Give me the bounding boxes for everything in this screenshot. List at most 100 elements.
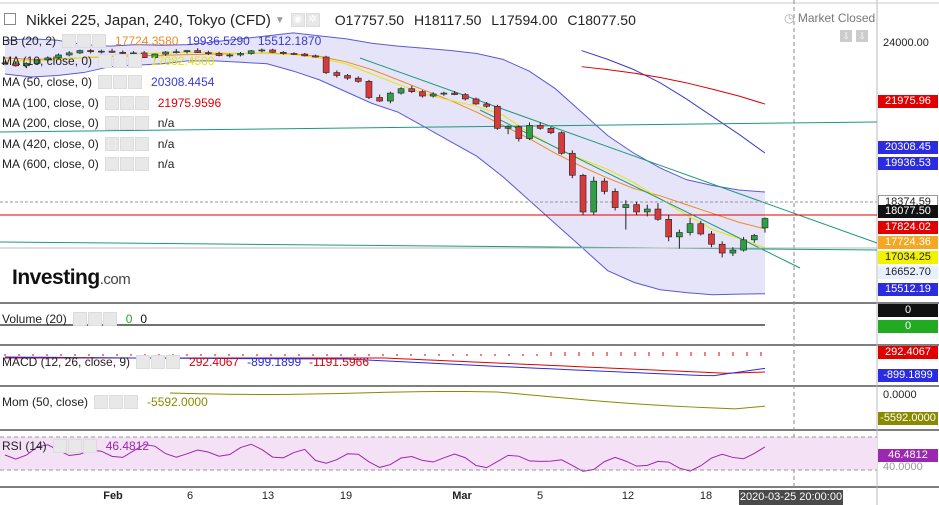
eye-icon[interactable] — [136, 355, 151, 369]
indicator-label[interactable]: MA (600, close, 0) — [2, 157, 99, 171]
indicator-row: MA (200, close, 0) n/a — [2, 115, 174, 131]
candle-body — [280, 52, 287, 54]
investing-logo: Investing.com — [12, 266, 131, 289]
eye-icon[interactable]: ◉ — [290, 13, 305, 27]
close-icon[interactable] — [134, 116, 149, 130]
indicator-label[interactable]: BB (20, 2) — [2, 34, 57, 48]
gear-icon[interactable] — [151, 355, 166, 369]
eye-icon[interactable] — [94, 395, 109, 409]
gear-icon[interactable] — [119, 116, 134, 130]
indicator-value: 17082.4500 — [151, 54, 215, 68]
candle-body — [354, 77, 362, 82]
candle-body — [387, 92, 394, 102]
chevron-down-icon[interactable]: ▼ — [274, 14, 285, 26]
close-icon[interactable] — [128, 75, 143, 89]
indicator-value: n/a — [157, 137, 175, 151]
candle-body — [579, 174, 587, 213]
candle-body — [12, 63, 20, 67]
price-axis-label: 16652.70 — [878, 266, 938, 279]
candle-body — [23, 63, 30, 67]
gear-icon[interactable] — [109, 395, 124, 409]
candle-body — [1, 62, 9, 65]
eye-icon[interactable] — [104, 137, 119, 151]
clock-icon: ◷ — [784, 11, 795, 25]
candle-body — [397, 88, 405, 94]
indicator-value: 20308.4454 — [151, 75, 215, 89]
indicator-label[interactable]: MA (200, close, 0) — [2, 116, 99, 130]
candle-body — [494, 106, 501, 129]
time-axis-label: Feb — [103, 490, 123, 502]
rsi-label[interactable]: RSI (14) — [2, 439, 47, 453]
candle-body — [761, 218, 769, 229]
candle-body — [483, 103, 490, 107]
indicator-value: 15512.1870 — [257, 34, 322, 48]
gear-icon[interactable] — [119, 96, 134, 110]
close-icon[interactable] — [92, 34, 107, 48]
eye-icon[interactable] — [104, 96, 119, 110]
eye-icon[interactable] — [104, 157, 119, 171]
close-icon[interactable] — [124, 395, 139, 409]
candle-body — [376, 97, 383, 102]
price-axis-label: 0 — [878, 304, 938, 317]
close-icon[interactable] — [166, 355, 181, 369]
chart-header: Nikkei 225, Japan, 240, Tokyo (CFD) ▼ ◉ … — [0, 8, 636, 32]
indicator-label[interactable]: MA (420, close, 0) — [2, 137, 99, 151]
close-icon[interactable] — [102, 312, 117, 326]
candle-body — [44, 57, 52, 61]
mom-label[interactable]: Mom (50, close) — [2, 395, 89, 409]
collapse-icon[interactable] — [4, 13, 16, 25]
eye-icon[interactable] — [98, 75, 113, 89]
candle-body — [536, 125, 544, 129]
gear-icon[interactable] — [67, 439, 82, 453]
mom-legend: Mom (50, close) -5592.0000 — [2, 394, 208, 410]
gear-icon[interactable] — [87, 312, 102, 326]
macd-histogram-value: 292.4067 — [189, 355, 240, 369]
eye-icon[interactable] — [104, 116, 119, 130]
gear-icon[interactable] — [119, 137, 134, 151]
close-icon[interactable] — [82, 439, 97, 453]
open-value: O17757.50 — [334, 12, 405, 28]
candle-body — [729, 249, 737, 254]
macd-label[interactable]: MACD (12, 26, close, 9) — [2, 355, 131, 369]
indicator-value: 17724.3580 — [115, 34, 179, 48]
candle-body — [98, 50, 105, 53]
gear-icon[interactable] — [113, 54, 128, 68]
candle-body — [686, 223, 694, 233]
eye-icon[interactable] — [62, 34, 77, 48]
symbol-title[interactable]: Nikkei 225, Japan, 240, Tokyo (CFD) — [26, 11, 271, 29]
price-axis-label: 21975.96 — [878, 95, 938, 108]
indicator-row: MA (420, close, 0) n/a — [2, 136, 174, 152]
eye-icon[interactable] — [52, 439, 67, 453]
close-icon[interactable] — [128, 54, 143, 68]
price-axis-label: -5592.0000 — [878, 412, 938, 425]
download-icon[interactable]: ⇩ — [856, 30, 868, 42]
indicator-label[interactable]: MA (10, close, 0) — [2, 54, 93, 68]
download-icon[interactable]: ⇩ — [840, 30, 852, 42]
trend-line — [0, 241, 878, 251]
eye-icon[interactable] — [72, 312, 87, 326]
price-axis-label: 15512.19 — [878, 283, 938, 296]
macd-signal-value: -1191.5966 — [309, 355, 369, 369]
close-icon[interactable] — [134, 137, 149, 151]
candle-body — [312, 55, 319, 58]
indicator-label[interactable]: MA (100, close, 0) — [2, 96, 99, 110]
gear-icon[interactable] — [113, 75, 128, 89]
candle-body — [258, 49, 266, 52]
mom-zero-label: 0.0000 — [883, 389, 917, 401]
close-icon[interactable] — [134, 96, 149, 110]
eye-icon[interactable] — [98, 54, 113, 68]
indicator-row: MA (10, close, 0) 17082.4500 — [2, 53, 214, 69]
mom-value: -5592.0000 — [147, 395, 208, 409]
candle-body — [633, 204, 640, 213]
indicator-label[interactable]: MA (50, close, 0) — [2, 75, 93, 89]
close-icon[interactable] — [134, 157, 149, 171]
candle-body — [750, 235, 758, 241]
candle-body — [643, 208, 651, 213]
rsi-legend: RSI (14) 46.4812 — [2, 438, 149, 454]
gear-icon[interactable]: ✲ — [305, 13, 320, 27]
volume-label[interactable]: Volume (20) — [2, 312, 67, 326]
gear-icon[interactable] — [119, 157, 134, 171]
indicator-value: 21975.9596 — [157, 96, 222, 110]
gear-icon[interactable] — [77, 34, 92, 48]
indicator-value: 19936.5290 — [186, 34, 250, 48]
